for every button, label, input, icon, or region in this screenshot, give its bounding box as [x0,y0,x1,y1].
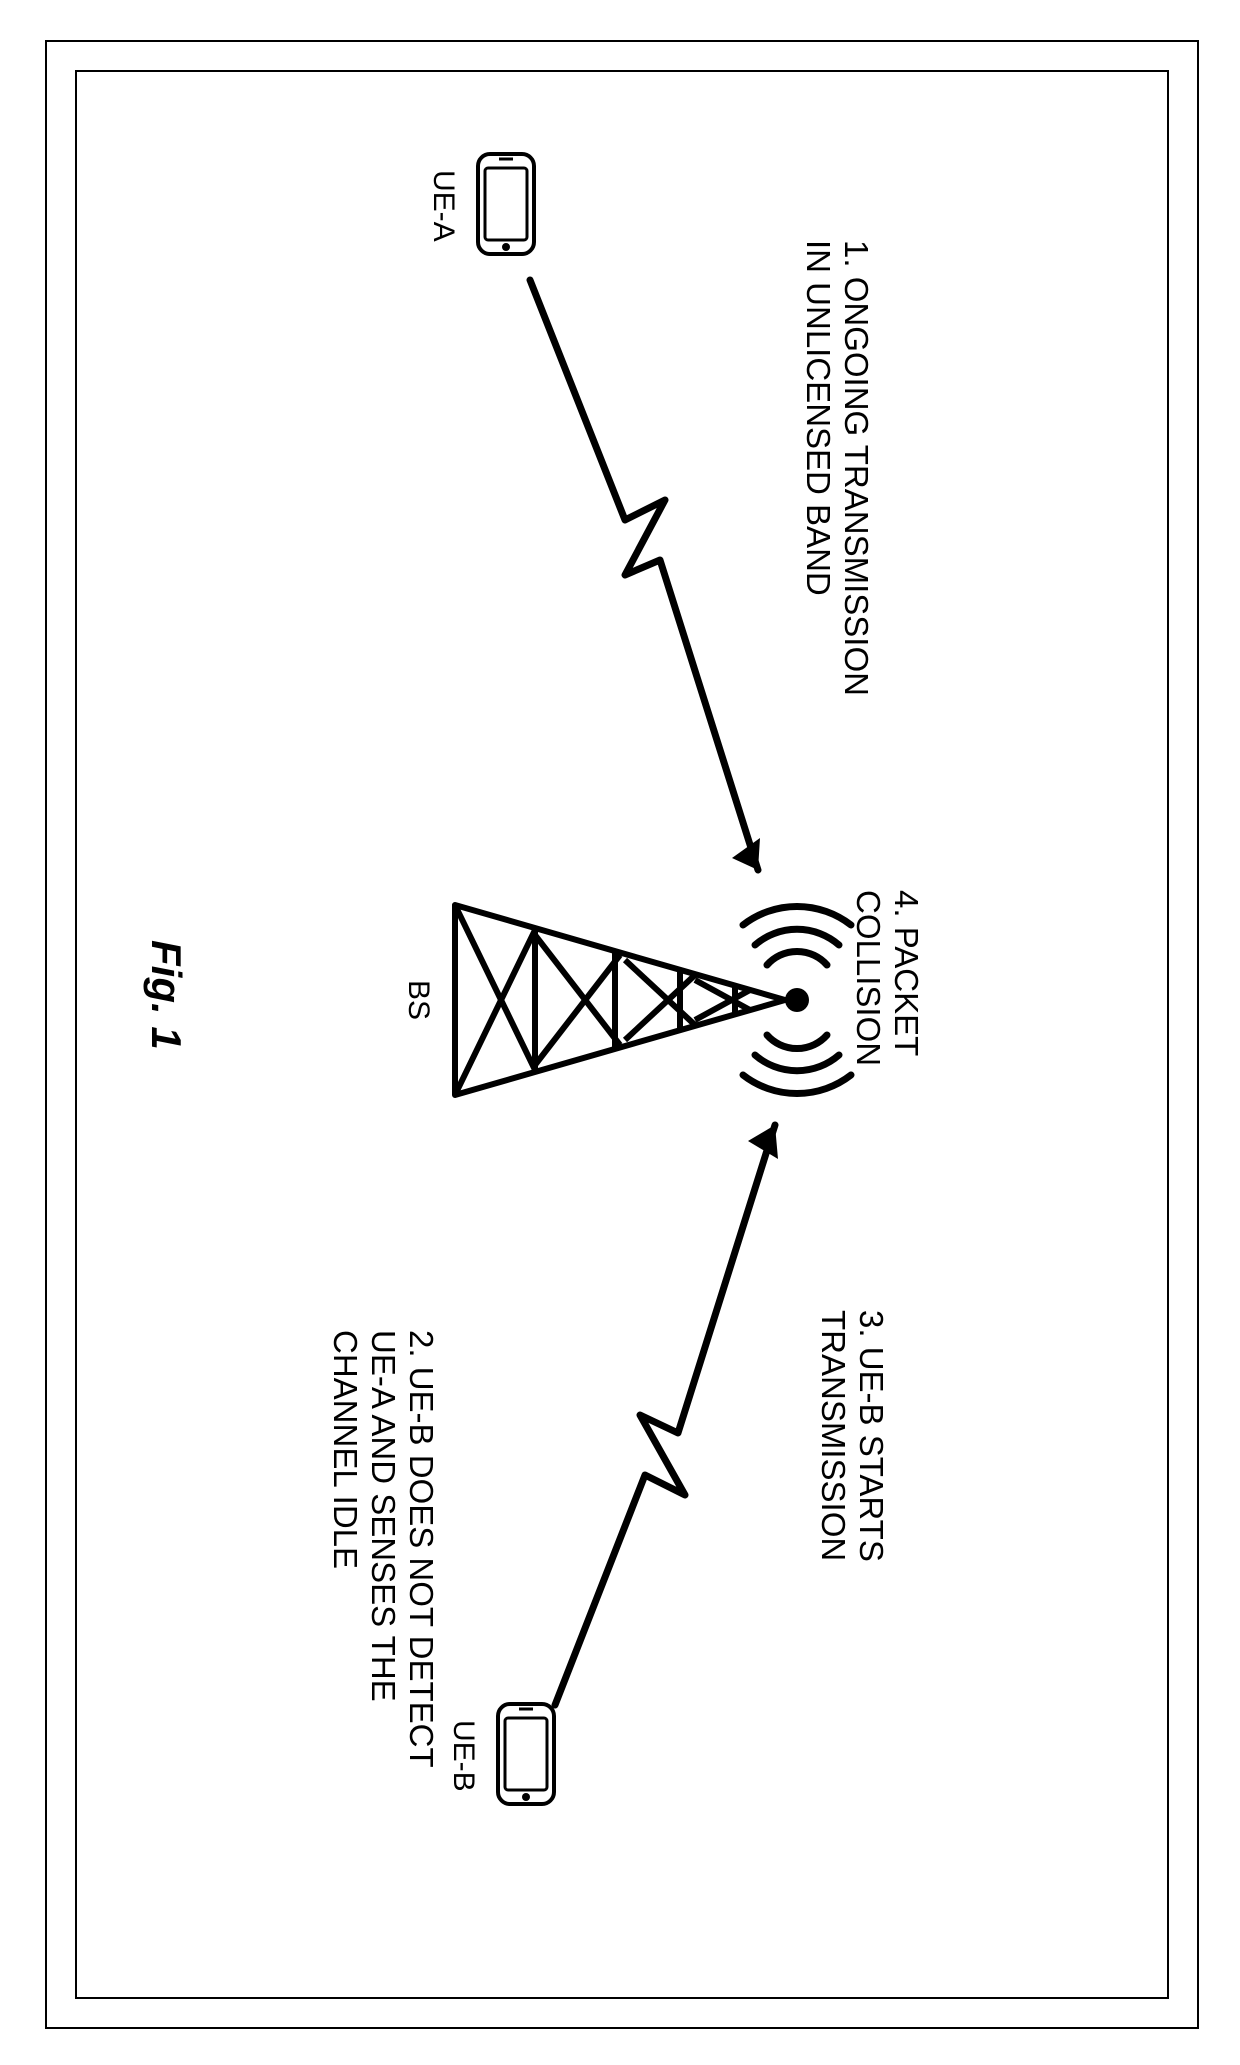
diagram-stage: UE-A [50,40,1100,1940]
ue-b-label: UE-B [446,1720,481,1792]
ue-a-label: UE-A [426,170,461,242]
arrow-ueb-bs [530,1115,790,1715]
figure-caption: Fig. 1 [142,940,190,1050]
step3-label: 3. UE-B STARTS TRANSMISSION [814,1310,890,1562]
step4-label: 4. PACKET COLLISION [849,890,925,1066]
step1-label: 1. ONGOING TRANSMISSION IN UNLICENSED BA… [799,240,875,696]
arrow-uea-bs [510,270,770,890]
bs-label: BS [401,980,436,1020]
ue-a-icon [470,150,540,260]
bs-icon [445,870,835,1130]
step2-label: 2. UE-B DOES NOT DETECT UE-A AND SENSES … [326,1330,440,1768]
page: UE-A [0,0,1240,2065]
ue-b-icon [490,1700,560,1810]
